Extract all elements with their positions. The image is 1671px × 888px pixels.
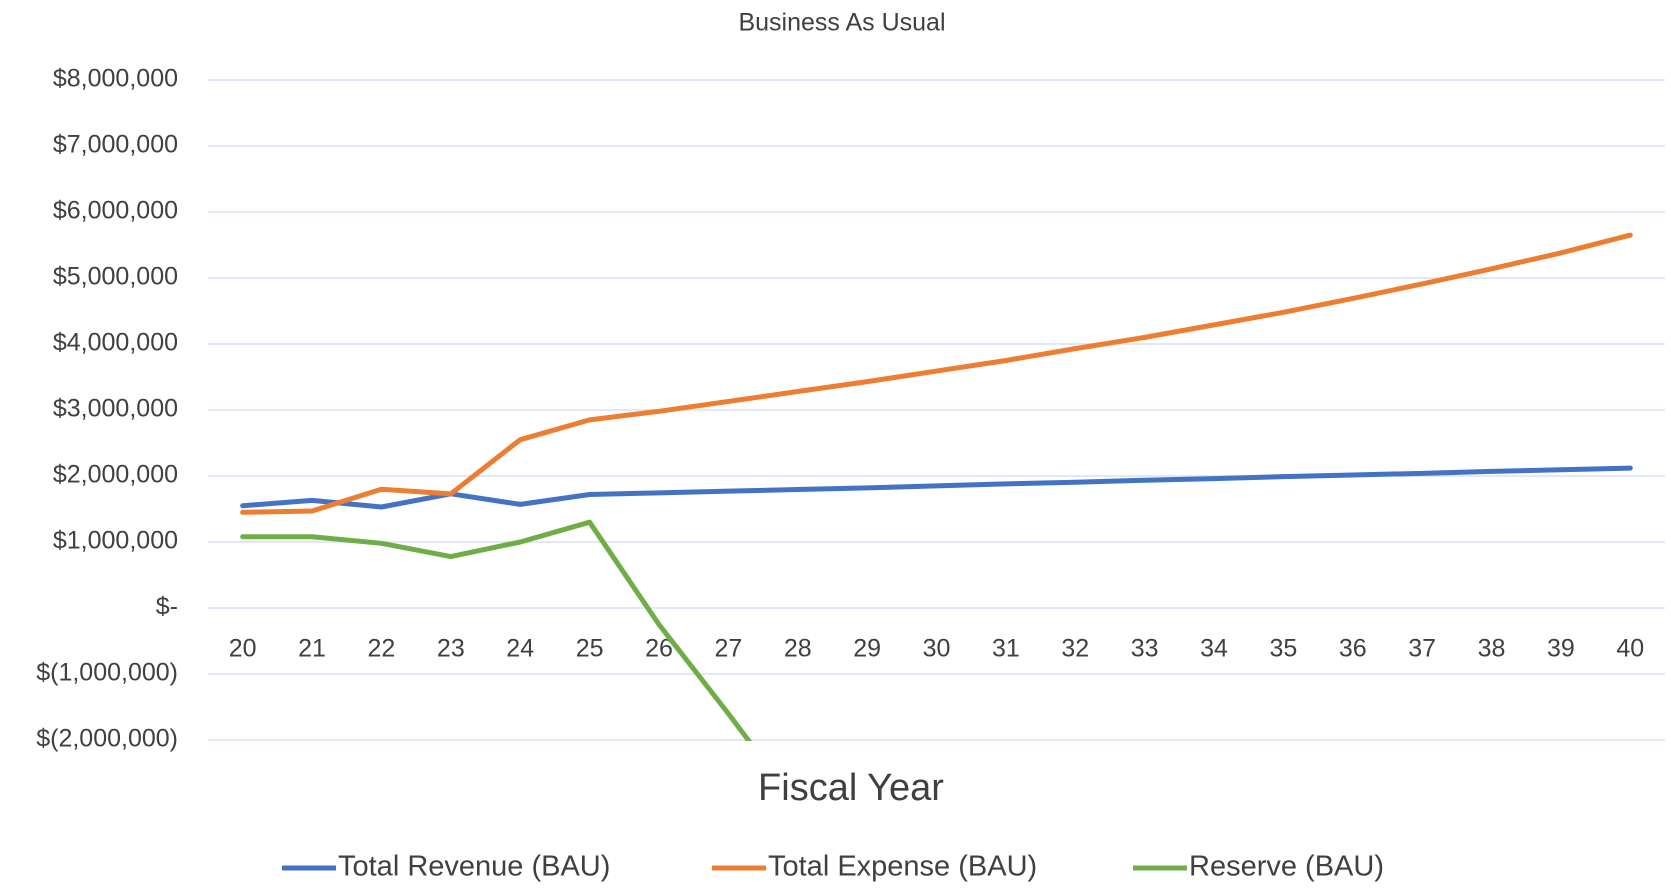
x-tick-label: 27 — [714, 635, 742, 663]
x-tick-label: 23 — [437, 635, 465, 663]
legend-label: Total Expense (BAU) — [768, 851, 1037, 883]
y-tick-label: $1,000,000 — [53, 527, 178, 555]
series-line — [240, 232, 1633, 515]
x-tick-label: 25 — [576, 635, 604, 663]
x-tick-label: 33 — [1131, 635, 1159, 663]
series-line — [240, 519, 753, 741]
x-tick-label: 34 — [1200, 635, 1228, 663]
y-tick-label: $(2,000,000) — [36, 725, 178, 753]
x-tick-label: 20 — [229, 635, 257, 663]
y-tick-label: $8,000,000 — [53, 65, 178, 93]
x-tick-label: 31 — [992, 635, 1020, 663]
y-tick-label: $(1,000,000) — [36, 659, 178, 687]
x-tick-label: 29 — [853, 635, 881, 663]
x-tick-label: 36 — [1339, 635, 1367, 663]
plot-area — [240, 232, 1633, 741]
y-tick-label: $4,000,000 — [53, 329, 178, 357]
y-tick-label: $6,000,000 — [53, 197, 178, 225]
x-tick-label: 32 — [1061, 635, 1089, 663]
x-tick-label: 30 — [923, 635, 951, 663]
x-tick-label: 37 — [1408, 635, 1436, 663]
y-tick-label: $7,000,000 — [53, 131, 178, 159]
y-tick-label: $2,000,000 — [53, 461, 178, 489]
y-tick-label: $3,000,000 — [53, 395, 178, 423]
x-tick-label: 40 — [1616, 635, 1644, 663]
x-tick-label: 21 — [298, 635, 326, 663]
y-tick-label: $5,000,000 — [53, 263, 178, 291]
y-tick-label: $- — [156, 593, 178, 621]
x-tick-label: 22 — [368, 635, 396, 663]
legend-label: Total Revenue (BAU) — [338, 851, 610, 883]
x-tick-label: 39 — [1547, 635, 1575, 663]
chart-title: Business As Usual — [738, 9, 945, 37]
legend-label: Reserve (BAU) — [1189, 851, 1384, 883]
series-line — [240, 465, 1633, 510]
x-tick-label: 28 — [784, 635, 812, 663]
x-tick-label: 38 — [1478, 635, 1506, 663]
x-axis-title: Fiscal Year — [758, 767, 944, 809]
x-tick-label: 35 — [1269, 635, 1297, 663]
x-tick-label: 24 — [506, 635, 534, 663]
